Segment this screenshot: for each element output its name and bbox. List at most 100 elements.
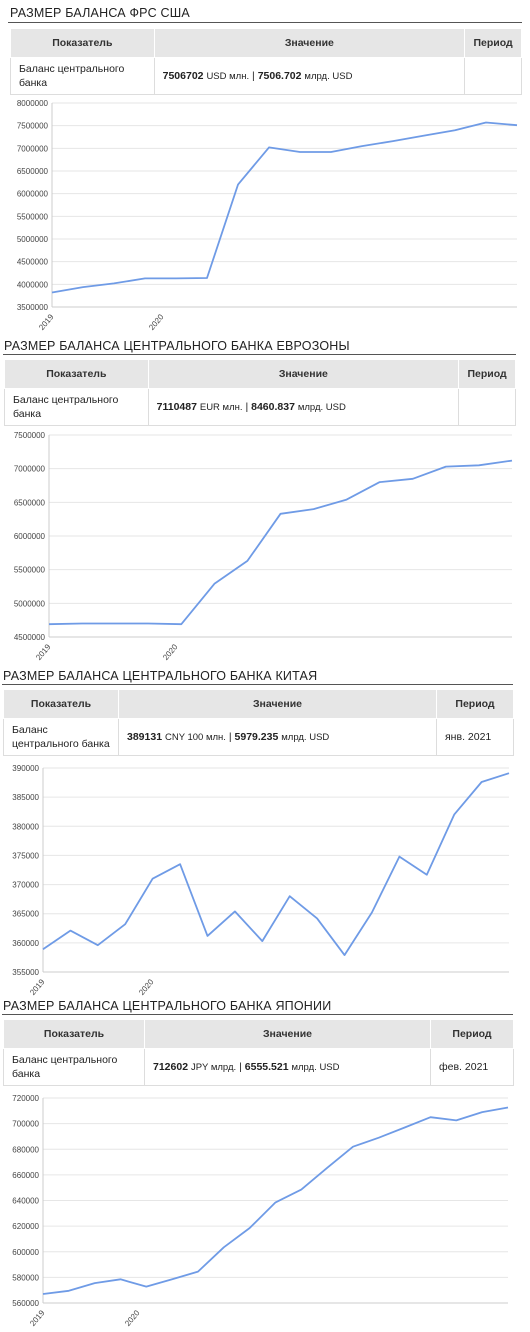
value-cell: 389131 CNY 100 млн. | 5979.235 млрд. USD — [118, 718, 437, 756]
header-value: Значение — [118, 689, 437, 719]
indicator-cell: Баланс центрального банка — [3, 718, 119, 756]
line-chart-ecb: 4500000 5000000 5500000 6000000 6500000 70000… — [14, 431, 513, 662]
period-cell: янв. 2021 — [436, 718, 514, 756]
y-tick-label: 4500000 — [17, 258, 49, 267]
value-separator: | — [245, 400, 249, 413]
y-tick-label: 7500000 — [17, 122, 49, 131]
series-line — [51, 121, 518, 294]
table-header-row: Показатель Значение Период — [3, 1019, 514, 1049]
section-fed: РАЗМЕР БАЛАНСА ФРС США Показатель Значен… — [0, 0, 530, 335]
y-tick-label: 6000000 — [17, 190, 49, 199]
table-row: Баланс центрального банка 7110487 EUR мл… — [4, 388, 516, 426]
period-cell: фев. 2021 — [430, 1048, 514, 1086]
value-main: 7110487 — [156, 400, 197, 413]
y-tick-label: 3500000 — [17, 303, 49, 312]
value-usd-unit: млрд. USD — [297, 401, 346, 413]
section-pboc: РАЗМЕР БАЛАНСА ЦЕНТРАЛЬНОГО БАНКА КИТАЯ … — [0, 668, 530, 998]
value-usd-unit: млрд. USD — [291, 1061, 340, 1073]
y-tick-label: 4500000 — [14, 633, 46, 642]
header-value: Значение — [147, 359, 460, 389]
info-table: Показатель Значение Период Баланс центра… — [3, 1019, 514, 1086]
value-usd: 5979.235 — [234, 730, 279, 743]
indicator-cell: Баланс центрального банка — [10, 57, 155, 95]
header-indicator: Показатель — [3, 1019, 145, 1049]
x-tick-label: 2019 — [28, 977, 47, 997]
y-tick-label: 5500000 — [17, 212, 49, 221]
section-divider — [2, 1014, 513, 1015]
header-period: Период — [464, 28, 522, 58]
x-tick-label: 2019 — [28, 1308, 47, 1328]
section-title: РАЗМЕР БАЛАНСА ЦЕНТРАЛЬНОГО БАНКА ЯПОНИИ — [3, 999, 332, 1013]
section-divider — [8, 22, 522, 23]
y-tick-label: 375000 — [12, 851, 39, 860]
x-tick-label: 2019 — [34, 642, 53, 662]
series-line — [42, 772, 510, 957]
header-indicator: Показатель — [4, 359, 149, 389]
y-tick-label: 360000 — [12, 939, 39, 948]
table-header-row: Показатель Значение Период — [10, 28, 522, 58]
y-tick-label: 365000 — [12, 910, 39, 919]
table-header-row: Показатель Значение Период — [4, 359, 516, 389]
value-cell: 7506702 USD млн. | 7506.702 млрд. USD — [153, 57, 466, 95]
table-row: Баланс центрального банка 712602 JPY млр… — [3, 1048, 514, 1086]
value-separator: | — [239, 1060, 242, 1073]
value-cell: 7110487 EUR млн. | 8460.837 млрд. USD — [147, 388, 460, 426]
y-tick-label: 5500000 — [14, 566, 46, 575]
value-separator: | — [252, 69, 255, 82]
table-row: Баланс центрального банка 7506702 USD мл… — [10, 57, 522, 95]
y-tick-label: 4000000 — [17, 280, 49, 289]
value-main: 389131 — [127, 730, 163, 743]
value-unit: JPY млрд. — [190, 1061, 237, 1073]
y-tick-label: 7500000 — [14, 431, 46, 440]
value-usd-unit: млрд. USD — [281, 731, 330, 743]
indicator-cell: Баланс центрального банка — [4, 388, 149, 426]
series-line — [42, 1106, 509, 1295]
y-tick-label: 7000000 — [14, 465, 46, 474]
header-indicator: Показатель — [10, 28, 155, 58]
y-tick-label: 680000 — [12, 1145, 39, 1154]
value-main: 712602 — [153, 1060, 189, 1073]
period-cell — [464, 57, 522, 95]
x-tick-label: 2020 — [147, 312, 166, 332]
section-title: РАЗМЕР БАЛАНСА ФРС США — [10, 6, 190, 20]
info-table: Показатель Значение Период Баланс центра… — [4, 359, 516, 426]
value-usd-unit: млрд. USD — [304, 70, 353, 82]
y-tick-label: 6500000 — [14, 498, 46, 507]
y-tick-label: 580000 — [12, 1273, 39, 1282]
y-tick-label: 700000 — [12, 1120, 39, 1129]
header-value: Значение — [144, 1019, 431, 1049]
y-tick-label: 620000 — [12, 1222, 39, 1231]
y-tick-label: 720000 — [12, 1094, 39, 1103]
period-cell — [458, 388, 516, 426]
y-tick-label: 560000 — [12, 1299, 39, 1308]
value-usd: 7506.702 — [257, 69, 302, 82]
value-main: 7506702 — [162, 69, 204, 82]
y-tick-label: 5000000 — [17, 235, 49, 244]
value-usd: 8460.837 — [251, 400, 295, 413]
x-tick-label: 2020 — [161, 642, 180, 662]
section-divider — [3, 354, 516, 355]
y-tick-label: 600000 — [12, 1248, 39, 1257]
y-tick-label: 660000 — [12, 1171, 39, 1180]
line-chart-boj: 560000 580000 600000 620000 640000 660000 6800… — [12, 1094, 509, 1328]
line-chart-fed: 3500000 4000000 4500000 5000000 5500000 60000… — [17, 99, 518, 332]
value-cell: 712602 JPY млрд. | 6555.521 млрд. USD — [144, 1048, 431, 1086]
x-tick-label: 2020 — [123, 1308, 142, 1328]
series-line — [48, 459, 513, 626]
section-boj: РАЗМЕР БАЛАНСА ЦЕНТРАЛЬНОГО БАНКА ЯПОНИИ… — [0, 998, 530, 1332]
x-tick-label: 2019 — [37, 312, 56, 332]
y-tick-label: 7000000 — [17, 144, 49, 153]
y-tick-label: 640000 — [12, 1197, 39, 1206]
header-indicator: Показатель — [3, 689, 119, 719]
table-row: Баланс центрального банка 389131 CNY 100… — [3, 718, 514, 756]
section-title: РАЗМЕР БАЛАНСА ЦЕНТРАЛЬНОГО БАНКА КИТАЯ — [3, 669, 318, 683]
line-chart-pboc: 355000 360000 365000 370000 375000 380000 3850… — [12, 764, 510, 997]
indicator-cell: Баланс центрального банка — [3, 1048, 145, 1086]
value-unit: CNY 100 млн. — [164, 731, 226, 743]
info-table: Показатель Значение Период Баланс центра… — [10, 28, 522, 95]
y-tick-label: 385000 — [12, 793, 39, 802]
info-table: Показатель Значение Период Баланс центра… — [3, 689, 514, 756]
y-tick-label: 8000000 — [17, 99, 49, 108]
header-period: Период — [458, 359, 516, 389]
y-tick-label: 390000 — [12, 764, 39, 773]
